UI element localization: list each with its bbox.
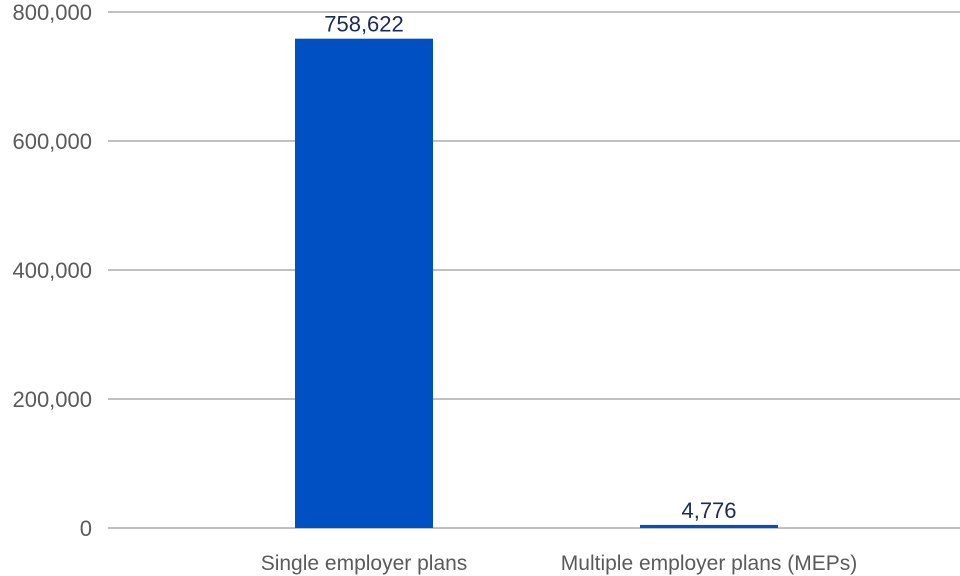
x-axis-category-labels: Single employer plans Multiple employer p… xyxy=(261,552,858,575)
gridlines xyxy=(108,11,960,529)
y-tick-label-2: 400,000 xyxy=(12,258,92,283)
bar-1 xyxy=(640,524,778,528)
data-label-0: 758,622 xyxy=(324,12,404,37)
y-axis-tick-labels: 0 200,000 400,000 600,000 800,000 xyxy=(12,0,92,541)
y-tick-label-1: 200,000 xyxy=(12,387,92,412)
y-tick-label-0: 0 xyxy=(80,516,92,541)
data-labels: 758,622 4,776 xyxy=(324,12,736,523)
y-tick-label-4: 800,000 xyxy=(12,0,92,25)
x-category-label-0: Single employer plans xyxy=(261,552,468,575)
bars xyxy=(295,38,778,528)
y-tick-label-3: 600,000 xyxy=(12,129,92,154)
x-category-label-1: Multiple employer plans (MEPs) xyxy=(561,552,857,575)
data-label-1: 4,776 xyxy=(681,498,736,523)
bar-0 xyxy=(295,38,433,528)
